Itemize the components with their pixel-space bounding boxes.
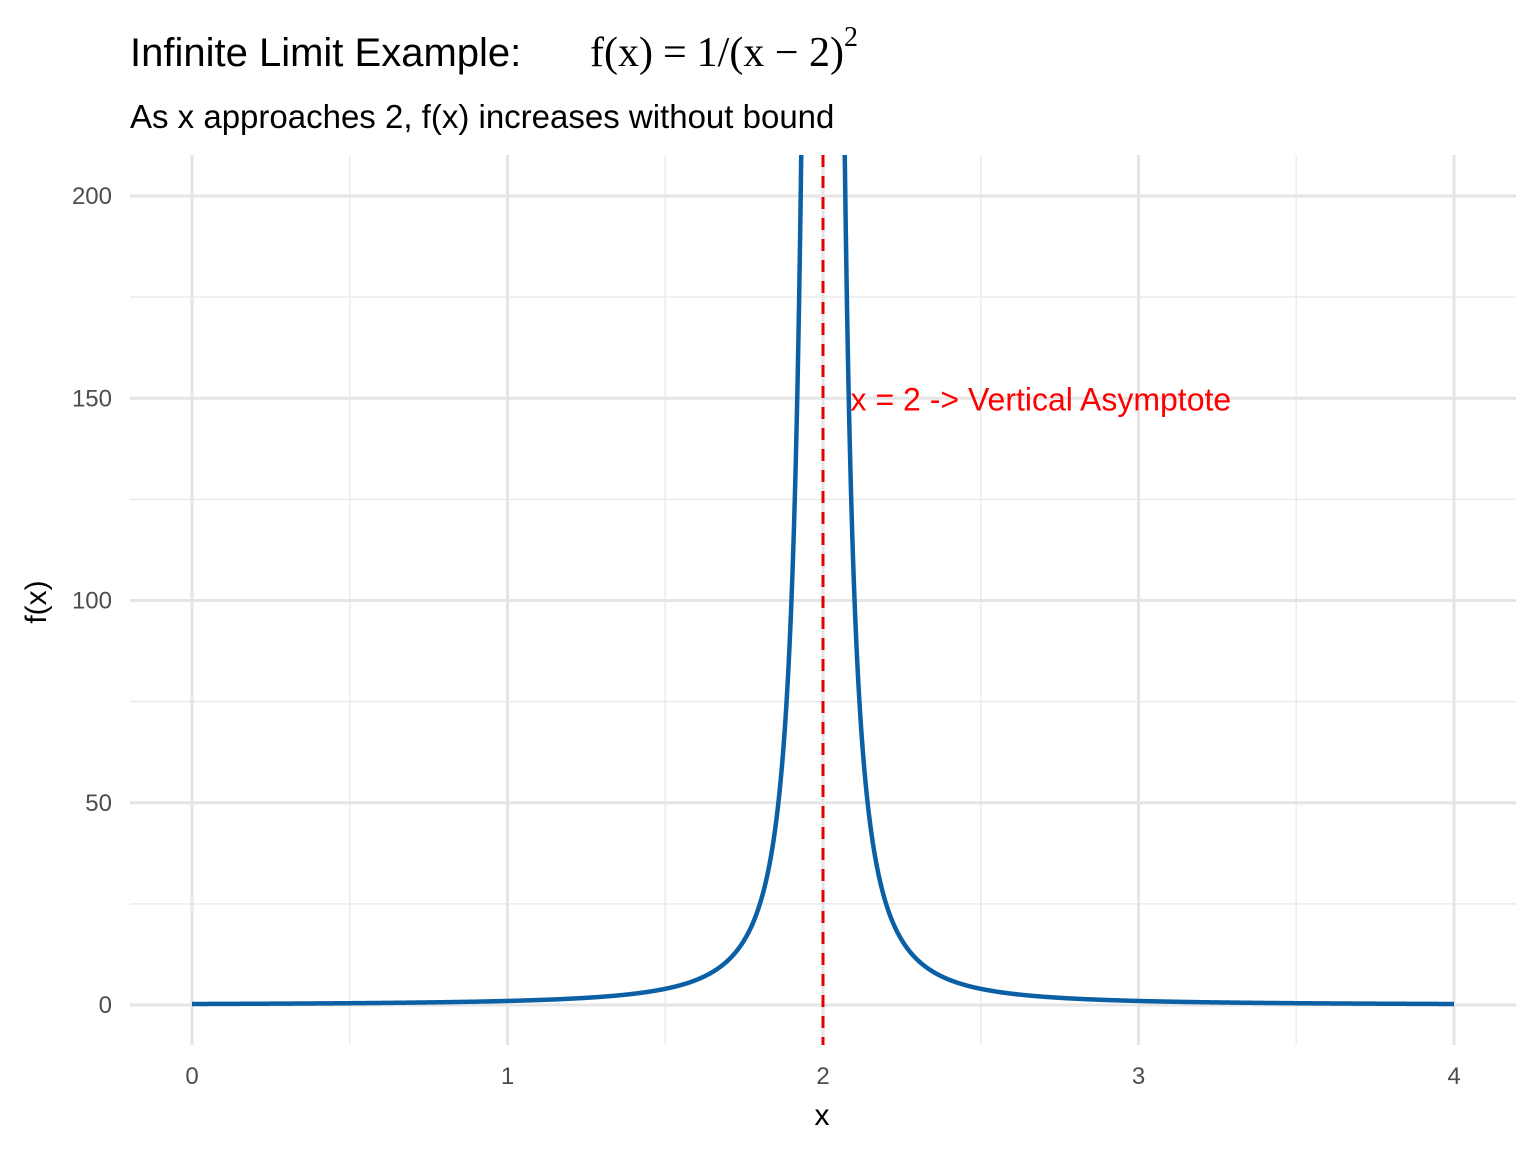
chart-title: Infinite Limit Example: f(x) = 1/(x − 2)2	[130, 22, 858, 76]
y-tick-label: 0	[99, 992, 112, 1019]
tick-labels: 0 1 2 3 4 0 50 100 150 200	[72, 183, 1461, 1090]
x-tick-label: 1	[501, 1063, 514, 1090]
x-tick-label: 4	[1447, 1063, 1460, 1090]
x-tick-label: 3	[1132, 1063, 1145, 1090]
chart-title-prefix: Infinite Limit Example:	[130, 31, 521, 75]
y-tick-label: 50	[85, 790, 112, 817]
curve-right-branch	[842, 155, 1456, 1007]
chart-subtitle: As x approaches 2, f(x) increases withou…	[130, 98, 834, 135]
x-tick-label: 0	[185, 1063, 198, 1090]
formula-denominator: (x − 2)	[729, 30, 844, 76]
curve-left-branch	[190, 155, 804, 1007]
x-axis-title: x	[815, 1099, 830, 1132]
y-tick-label: 150	[72, 385, 112, 412]
x-tick-label: 2	[816, 1063, 829, 1090]
chart-title-formula: f(x) = 1/(x − 2)2	[590, 22, 858, 76]
curve-layer	[190, 155, 1456, 1007]
y-axis-title: f(x)	[20, 580, 53, 623]
y-tick-label: 200	[72, 183, 112, 210]
y-tick-label: 100	[72, 588, 112, 615]
asymptote-annotation: x = 2 -> Vertical Asymptote	[851, 381, 1232, 417]
formula-equals: =	[663, 30, 687, 76]
formula-slash: /	[718, 30, 730, 76]
formula-lhs: f(x)	[590, 30, 653, 76]
formula-exponent: 2	[844, 22, 858, 53]
formula-numerator: 1	[697, 30, 718, 76]
